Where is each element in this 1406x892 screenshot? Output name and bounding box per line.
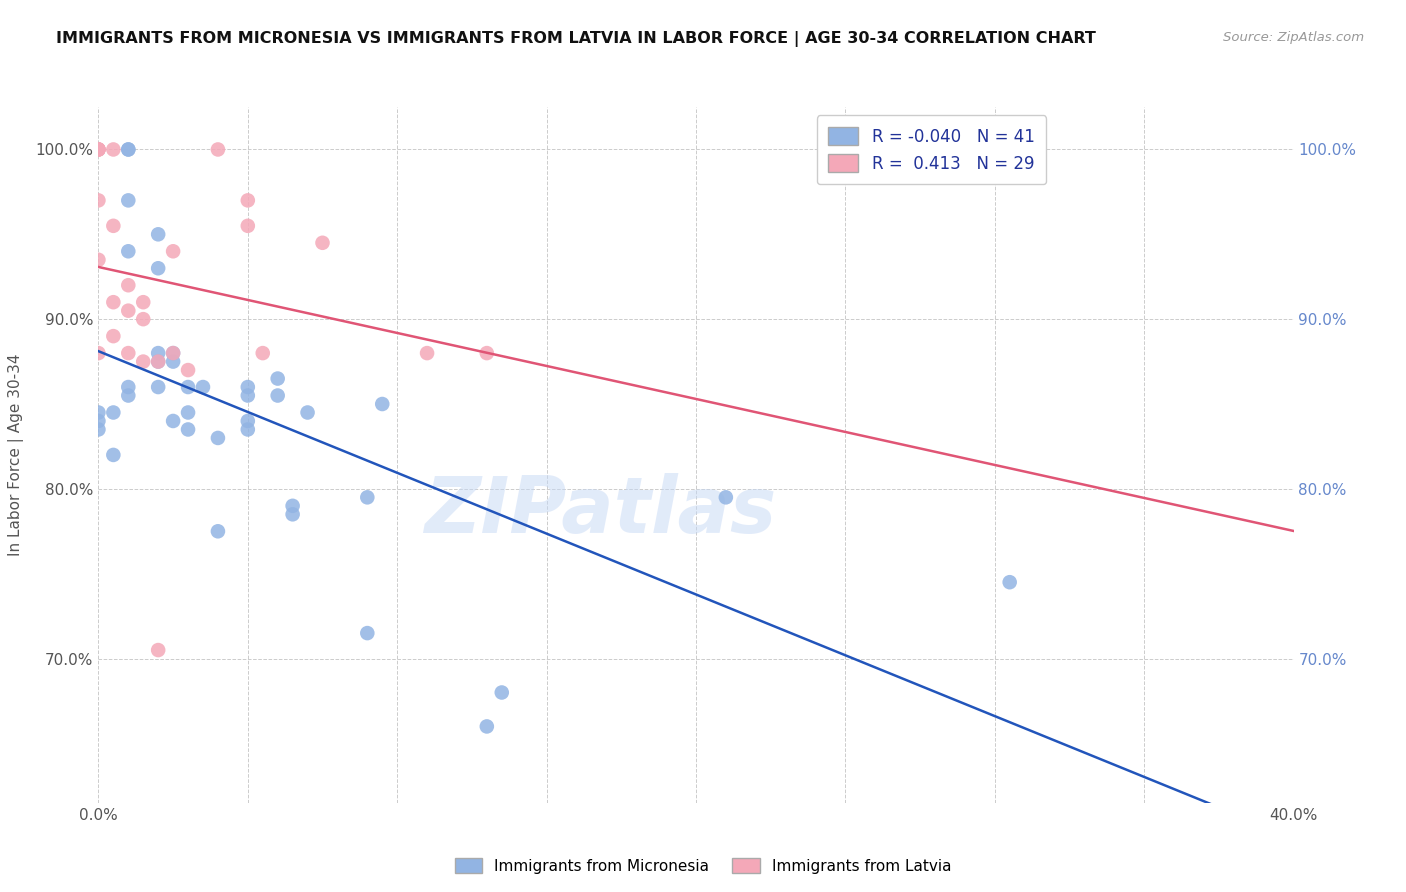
Point	[207, 431, 229, 445]
Point	[117, 278, 139, 293]
Point	[87, 143, 110, 157]
Point	[236, 219, 259, 233]
Point	[87, 252, 110, 267]
Point	[252, 346, 274, 360]
Point	[117, 244, 139, 259]
Point	[207, 143, 229, 157]
Point	[416, 346, 439, 360]
Point	[267, 371, 290, 385]
Point	[87, 422, 110, 436]
Point	[103, 295, 125, 310]
Point	[103, 329, 125, 343]
Point	[87, 143, 110, 157]
Y-axis label: In Labor Force | Age 30-34: In Labor Force | Age 30-34	[8, 353, 24, 557]
Point	[117, 380, 139, 394]
Point	[162, 244, 184, 259]
Point	[162, 346, 184, 360]
Point	[117, 194, 139, 208]
Point	[87, 405, 110, 419]
Point	[491, 685, 513, 699]
Point	[103, 219, 125, 233]
Point	[103, 448, 125, 462]
Point	[714, 491, 737, 505]
Point	[475, 346, 498, 360]
Text: IMMIGRANTS FROM MICRONESIA VS IMMIGRANTS FROM LATVIA IN LABOR FORCE | AGE 30-34 : IMMIGRANTS FROM MICRONESIA VS IMMIGRANTS…	[56, 31, 1097, 47]
Point	[177, 363, 200, 377]
Point	[103, 405, 125, 419]
Point	[281, 508, 304, 522]
Point	[475, 719, 498, 733]
Legend: Immigrants from Micronesia, Immigrants from Latvia: Immigrants from Micronesia, Immigrants f…	[449, 852, 957, 880]
Text: ZIPatlas: ZIPatlas	[425, 473, 776, 549]
Point	[162, 354, 184, 368]
Point	[267, 388, 290, 402]
Point	[356, 626, 378, 640]
Point	[148, 643, 170, 657]
Point	[236, 414, 259, 428]
Point	[191, 380, 214, 394]
Point	[236, 422, 259, 436]
Point	[148, 227, 170, 242]
Text: Source: ZipAtlas.com: Source: ZipAtlas.com	[1223, 31, 1364, 45]
Point	[117, 346, 139, 360]
Point	[103, 143, 125, 157]
Point	[177, 405, 200, 419]
Point	[236, 388, 259, 402]
Point	[87, 143, 110, 157]
Point	[177, 380, 200, 394]
Point	[148, 354, 170, 368]
Point	[87, 346, 110, 360]
Point	[356, 491, 378, 505]
Point	[87, 194, 110, 208]
Point	[236, 194, 259, 208]
Point	[207, 524, 229, 539]
Point	[162, 346, 184, 360]
Point	[281, 499, 304, 513]
Point	[132, 354, 155, 368]
Point	[117, 143, 139, 157]
Point	[117, 143, 139, 157]
Point	[87, 414, 110, 428]
Point	[236, 380, 259, 394]
Point	[132, 295, 155, 310]
Point	[148, 261, 170, 276]
Point	[148, 380, 170, 394]
Point	[132, 312, 155, 326]
Point	[148, 354, 170, 368]
Point	[117, 303, 139, 318]
Point	[998, 575, 1021, 590]
Legend: R = -0.040   N = 41, R =  0.413   N = 29: R = -0.040 N = 41, R = 0.413 N = 29	[817, 115, 1046, 185]
Point	[297, 405, 319, 419]
Point	[162, 414, 184, 428]
Point	[148, 346, 170, 360]
Point	[117, 388, 139, 402]
Point	[311, 235, 333, 250]
Point	[371, 397, 394, 411]
Point	[87, 143, 110, 157]
Point	[177, 422, 200, 436]
